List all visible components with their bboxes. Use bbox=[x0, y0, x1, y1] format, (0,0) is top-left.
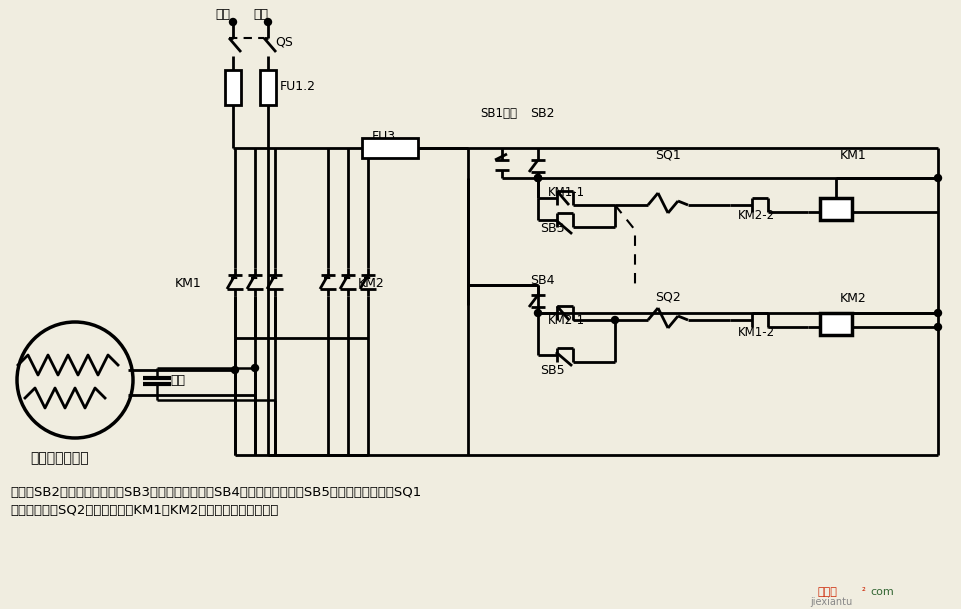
Text: SB4: SB4 bbox=[530, 273, 554, 286]
Circle shape bbox=[264, 18, 271, 26]
Bar bbox=[819, 313, 851, 335]
Circle shape bbox=[933, 323, 941, 331]
Text: KM2: KM2 bbox=[357, 276, 384, 289]
Circle shape bbox=[534, 309, 541, 317]
Text: SB5: SB5 bbox=[539, 364, 564, 376]
Text: 零线: 零线 bbox=[253, 7, 268, 21]
Text: 说明：SB2为上升启动按鈕，SB3为上升点动按鈕，SB4为䬏降启动按鈕，SB5为䬏降点动按鈕；SQ1: 说明：SB2为上升启动按鈕，SB3为上升点动按鈕，SB4为䬏降启动按鈕，SB5为… bbox=[10, 485, 421, 499]
Circle shape bbox=[230, 18, 236, 26]
Bar bbox=[361, 138, 418, 158]
Text: jiexiantu: jiexiantu bbox=[809, 597, 851, 607]
Text: QS: QS bbox=[275, 35, 292, 49]
Text: FU3: FU3 bbox=[372, 130, 396, 143]
Circle shape bbox=[534, 175, 541, 181]
Text: ²: ² bbox=[861, 587, 865, 597]
Text: 单相电容电动机: 单相电容电动机 bbox=[30, 451, 88, 465]
Text: KM1: KM1 bbox=[839, 149, 866, 161]
Text: SB2: SB2 bbox=[530, 107, 554, 119]
Circle shape bbox=[534, 175, 541, 181]
Text: FU1.2: FU1.2 bbox=[280, 80, 315, 93]
Circle shape bbox=[933, 309, 941, 317]
Text: KM2-1: KM2-1 bbox=[548, 314, 584, 326]
Bar bbox=[259, 70, 276, 105]
Text: SQ1: SQ1 bbox=[654, 149, 680, 161]
Text: KM2-2: KM2-2 bbox=[737, 208, 775, 222]
Bar bbox=[225, 70, 241, 105]
Text: KM1: KM1 bbox=[175, 276, 202, 289]
Bar bbox=[819, 198, 851, 220]
Circle shape bbox=[611, 317, 618, 323]
Text: SQ2: SQ2 bbox=[654, 290, 680, 303]
Text: KM2: KM2 bbox=[839, 292, 866, 304]
Circle shape bbox=[232, 367, 238, 373]
Circle shape bbox=[251, 365, 259, 371]
Text: KM1-1: KM1-1 bbox=[548, 186, 584, 199]
Text: 为最高限位，SQ2为最低限位。KM1、KM2可用中间继电器代替。: 为最高限位，SQ2为最低限位。KM1、KM2可用中间继电器代替。 bbox=[10, 504, 278, 516]
Text: SB3: SB3 bbox=[539, 222, 564, 234]
Text: 接线图: 接线图 bbox=[817, 587, 837, 597]
Text: SB1停止: SB1停止 bbox=[480, 107, 516, 119]
Text: KM1-2: KM1-2 bbox=[737, 325, 775, 339]
Circle shape bbox=[933, 175, 941, 181]
Text: 电容: 电容 bbox=[170, 373, 185, 387]
Text: 火线: 火线 bbox=[214, 7, 230, 21]
Text: com: com bbox=[869, 587, 893, 597]
